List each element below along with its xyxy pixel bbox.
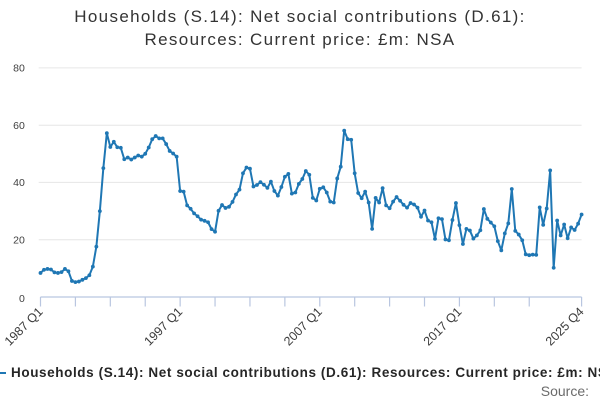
svg-text:1997 Q1: 1997 Q1 [141, 305, 185, 349]
svg-text:2025 Q4: 2025 Q4 [543, 305, 587, 349]
svg-text:0: 0 [19, 293, 25, 305]
svg-text:80: 80 [13, 63, 25, 75]
svg-text:40: 40 [13, 177, 25, 189]
svg-text:20: 20 [13, 234, 25, 246]
svg-text:2007 Q1: 2007 Q1 [281, 305, 325, 349]
svg-text:1987 Q1: 1987 Q1 [2, 305, 46, 349]
svg-text:2017 Q1: 2017 Q1 [421, 305, 465, 349]
svg-text:60: 60 [13, 120, 25, 132]
